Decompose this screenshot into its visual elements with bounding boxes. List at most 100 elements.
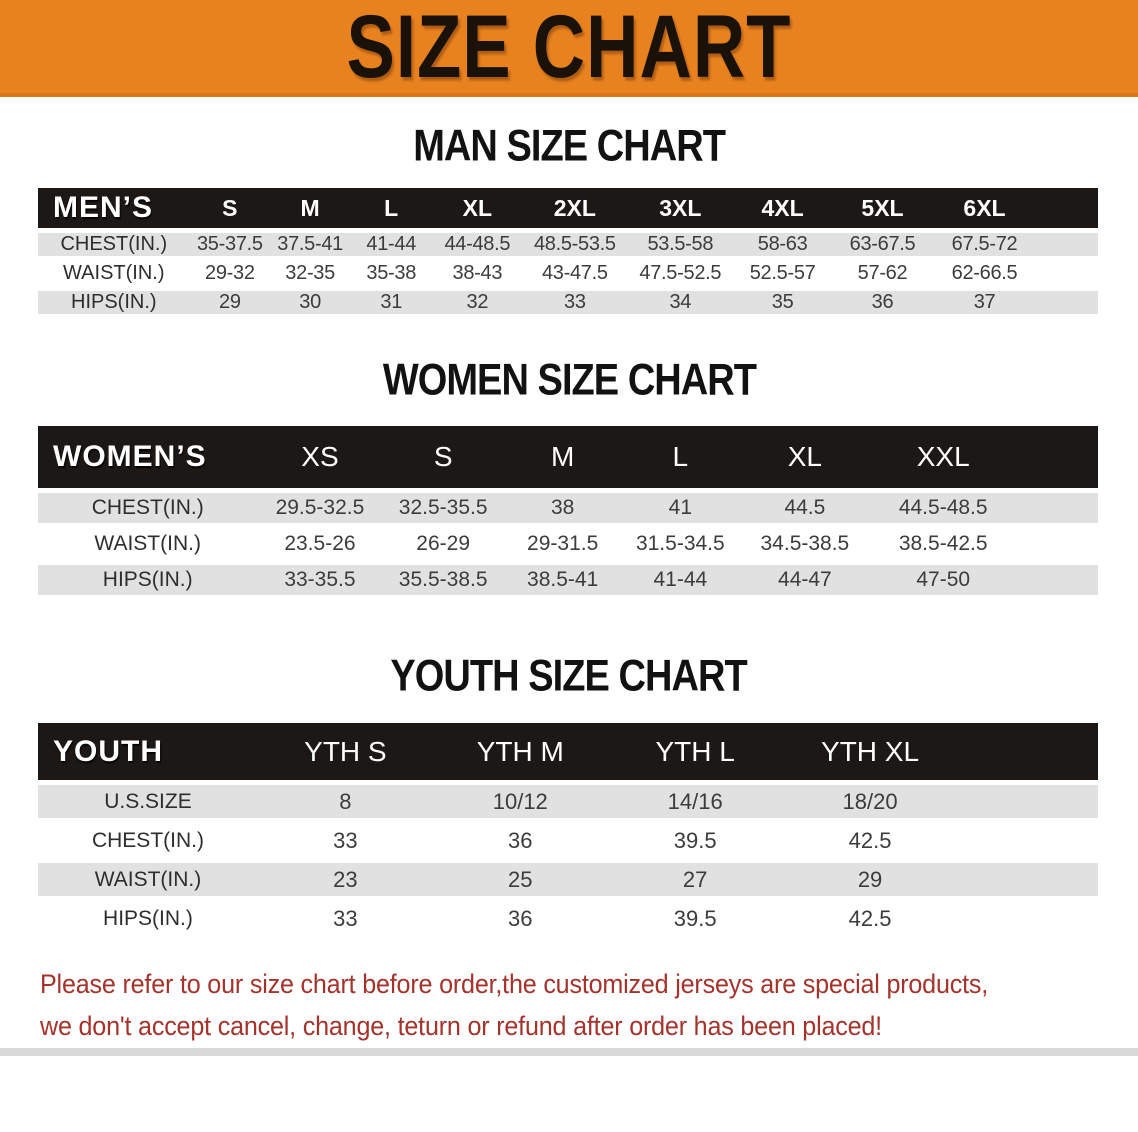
value-cell: 29	[782, 863, 958, 902]
column-header: XXL	[870, 426, 1016, 493]
value-cell: 53.5-58	[627, 233, 734, 262]
value-cell: 47-50	[870, 565, 1016, 601]
header-filler	[957, 723, 1098, 785]
value-cell: 52.5-57	[733, 262, 832, 291]
value-cell: 23	[257, 863, 433, 902]
column-header: 2XL	[522, 188, 628, 233]
value-cell: 29	[189, 291, 271, 320]
value-cell: 10/12	[432, 785, 608, 824]
value-cell: 33	[522, 291, 628, 320]
value-cell: 43-47.5	[522, 262, 628, 291]
table-row: CHEST(IN.) 33 36 39.5 42.5	[38, 824, 1098, 863]
table-row: HIPS(IN.) 33-35.5 35.5-38.5 38.5-41 41-44 44-…	[38, 565, 1098, 601]
row-label: WAIST(IN.)	[38, 529, 258, 565]
value-cell: 30	[270, 291, 351, 320]
youth-size-chart-heading-text: YOUTH SIZE CHART	[390, 651, 748, 701]
row-label: WAIST(IN.)	[38, 262, 190, 291]
column-header: S	[382, 426, 504, 493]
women-size-chart-heading-text: WOMEN SIZE CHART	[382, 355, 756, 405]
table-header-row: MEN’S S M L XL 2XL 3XL 4XL 5XL 6XL	[38, 188, 1098, 233]
table-group-label: MEN’S	[38, 188, 190, 233]
value-cell: 47.5-52.5	[627, 262, 734, 291]
youth-size-chart-section: YOUTH SIZE CHART YOUTH YTH S YTH M YTH L YTH…	[0, 651, 1138, 941]
table-row: HIPS(IN.) 33 36 39.5 42.5	[38, 902, 1098, 941]
row-label: U.S.SIZE	[38, 785, 258, 824]
column-header: L	[350, 188, 433, 233]
youth-size-chart-heading: YOUTH SIZE CHART	[0, 651, 1138, 701]
column-header: 3XL	[627, 188, 734, 233]
row-filler	[957, 824, 1098, 863]
value-cell: 37	[933, 291, 1036, 320]
row-label: CHEST(IN.)	[38, 824, 258, 863]
row-label: CHEST(IN.)	[38, 493, 258, 529]
value-cell: 36	[432, 824, 608, 863]
disclaimer-line-2-text: we don't accept cancel, change, teturn o…	[40, 1011, 882, 1041]
table-group-label: YOUTH	[38, 723, 258, 785]
value-cell: 63-67.5	[831, 233, 934, 262]
women-size-table: WOMEN’S XS S M L XL XXL CHEST(IN.) 29.5-32.5 32.5…	[38, 426, 1098, 601]
value-cell: 26-29	[382, 529, 504, 565]
row-filler	[957, 863, 1098, 902]
value-cell: 29.5-32.5	[257, 493, 383, 529]
value-cell: 41	[621, 493, 740, 529]
column-header: 4XL	[733, 188, 832, 233]
value-cell: 32	[432, 291, 523, 320]
table-row: U.S.SIZE 8 10/12 14/16 18/20	[38, 785, 1098, 824]
table-row: CHEST(IN.) 35-37.5 37.5-41 41-44 44-48.5 48.5…	[38, 233, 1098, 262]
value-cell: 33	[257, 824, 433, 863]
value-cell: 57-62	[831, 262, 934, 291]
disclaimer-line-1-text: Please refer to our size chart before or…	[40, 969, 989, 999]
table-row: WAIST(IN.) 23.5-26 26-29 29-31.5 31.5-34.5 34…	[38, 529, 1098, 565]
value-cell: 35	[733, 291, 832, 320]
table-row: CHEST(IN.) 29.5-32.5 32.5-35.5 38 41 44.5 44.5…	[38, 493, 1098, 529]
value-cell: 31.5-34.5	[621, 529, 740, 565]
value-cell: 32.5-35.5	[382, 493, 504, 529]
value-cell: 44.5-48.5	[870, 493, 1016, 529]
value-cell: 36	[831, 291, 934, 320]
table-header-row: WOMEN’S XS S M L XL XXL	[38, 426, 1098, 493]
value-cell: 34.5-38.5	[739, 529, 871, 565]
table-row: WAIST(IN.) 29-32 32-35 35-38 38-43 43-47.5 47.…	[38, 262, 1098, 291]
table-row: HIPS(IN.) 29 30 31 32 33 34 35 36 37	[38, 291, 1098, 320]
value-cell: 8	[257, 785, 433, 824]
row-filler	[1035, 262, 1098, 291]
column-header: M	[503, 426, 622, 493]
women-size-chart-heading: WOMEN SIZE CHART	[0, 355, 1138, 405]
value-cell: 41-44	[621, 565, 740, 601]
row-filler	[1035, 233, 1098, 262]
value-cell: 32-35	[270, 262, 351, 291]
value-cell: 44-47	[739, 565, 871, 601]
value-cell: 35-37.5	[189, 233, 271, 262]
disclaimer-line-1: Please refer to our size chart before or…	[40, 963, 1138, 1005]
value-cell: 37.5-41	[270, 233, 351, 262]
value-cell: 58-63	[733, 233, 832, 262]
man-size-chart-heading-text: MAN SIZE CHART	[413, 121, 726, 171]
disclaimer-line-2: we don't accept cancel, change, teturn o…	[40, 1005, 1138, 1047]
value-cell: 48.5-53.5	[522, 233, 628, 262]
column-header: XL	[739, 426, 871, 493]
value-cell: 44.5	[739, 493, 871, 529]
value-cell: 33-35.5	[257, 565, 383, 601]
row-label: HIPS(IN.)	[38, 291, 190, 320]
man-size-chart-section: MAN SIZE CHART MEN’S S M L XL 2XL 3XL 4XL 5XL 6XL…	[0, 121, 1138, 320]
value-cell: 42.5	[782, 824, 958, 863]
value-cell: 27	[607, 863, 783, 902]
column-header: YTH S	[257, 723, 433, 785]
row-label: HIPS(IN.)	[38, 902, 258, 941]
header-filler	[1015, 426, 1098, 493]
value-cell: 36	[432, 902, 608, 941]
value-cell: 39.5	[607, 824, 783, 863]
column-header: L	[621, 426, 740, 493]
women-size-chart-section: WOMEN SIZE CHART WOMEN’S XS S M L XL XXL CHEST(…	[0, 355, 1138, 601]
value-cell: 33	[257, 902, 433, 941]
row-filler	[1035, 291, 1098, 320]
value-cell: 35-38	[350, 262, 433, 291]
column-header: YTH M	[432, 723, 608, 785]
value-cell: 29-31.5	[503, 529, 622, 565]
value-cell: 41-44	[350, 233, 433, 262]
column-header: S	[189, 188, 271, 233]
row-filler	[957, 902, 1098, 941]
row-label: HIPS(IN.)	[38, 565, 258, 601]
value-cell: 35.5-38.5	[382, 565, 504, 601]
size-chart-banner: SIZE CHART	[0, 0, 1138, 97]
